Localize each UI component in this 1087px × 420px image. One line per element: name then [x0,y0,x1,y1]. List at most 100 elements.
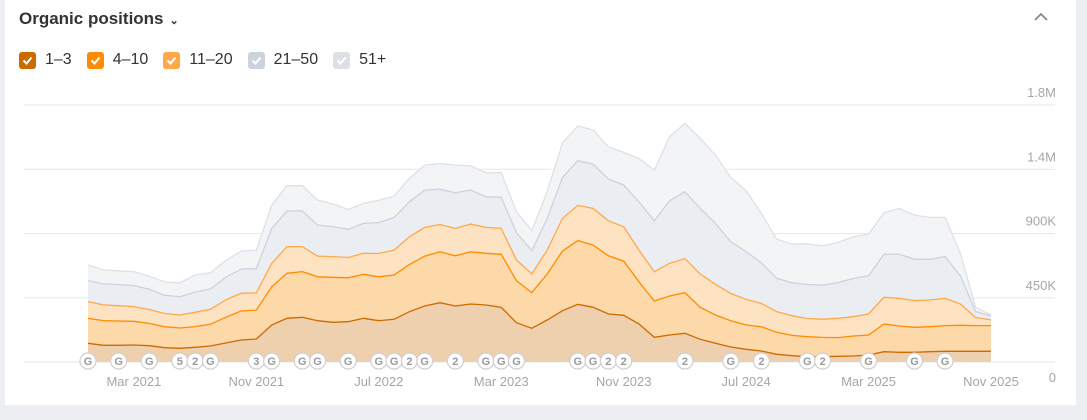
annotation-label: 2 [682,356,688,368]
annotation-label: G [84,356,93,368]
x-tick-label: Mar 2023 [474,374,529,389]
annotation-marker[interactable]: 2 [615,352,633,370]
annotation-label: G [420,356,429,368]
annotation-marker[interactable]: G [798,352,816,370]
y-tick-label: 900K [1026,214,1057,229]
legend-item-3[interactable]: 11–20 [163,51,233,69]
annotation-marker[interactable]: G [385,352,403,370]
annotation-marker[interactable]: G [584,352,602,370]
legend-item-2[interactable]: 4–10 [86,51,149,69]
x-tick-label: Nov 2021 [229,374,285,389]
annotation-marker[interactable]: 2 [814,352,832,370]
annotation-marker[interactable]: G [110,352,128,370]
line-series-5 [87,122,992,316]
legend-label: 4–10 [112,51,149,68]
legend-item-4[interactable]: 21–50 [247,51,319,69]
annotation-marker[interactable]: G [905,352,924,370]
legend-label: 1–3 [45,51,72,68]
annotation-label: G [482,356,491,368]
annotation-marker[interactable]: 2 [446,352,464,370]
annotation-label: G [298,356,307,368]
annotation-label: G [114,356,123,368]
line-series-2 [87,239,991,339]
y-tick-label: 0 [1049,370,1056,385]
checkbox-checked-icon[interactable] [247,51,265,69]
y-tick-label: 1.4M [1027,149,1056,164]
annotation-label: G [573,356,582,368]
chart-title: Organic positions [19,9,164,28]
annotation-label: G [512,356,521,368]
annotation-marker[interactable]: 5 [171,352,189,370]
collapse-button[interactable] [1030,6,1052,28]
annotation-marker[interactable]: 3 [247,352,265,370]
annotation-label: G [910,356,919,368]
annotation-label: G [206,356,215,368]
annotation-label: G [313,356,322,368]
annotation-label: G [803,356,812,368]
annotation-marker[interactable]: G [722,352,740,370]
annotation-label: 3 [253,356,259,368]
annotation-marker[interactable]: 2 [599,352,617,370]
checkbox-checked-icon[interactable] [163,51,181,69]
area-series-5 [88,123,991,316]
line-series-4 [87,159,992,317]
y-tick-label: 450K [1026,278,1057,293]
annotation-marker[interactable]: G [370,352,388,370]
chevron-up-icon [1034,12,1048,21]
annotation-marker[interactable]: G [936,352,954,370]
legend-item-5[interactable]: 51+ [333,51,386,69]
legend-label: 11–20 [189,51,233,68]
annotation-marker[interactable]: G [201,352,220,370]
annotation-marker[interactable]: G [339,352,357,370]
annotation-marker[interactable]: G [293,352,311,370]
annotation-label: G [390,356,399,368]
legend-label: 51+ [359,51,387,68]
annotation-marker[interactable]: G [477,352,495,370]
legend-item-1[interactable]: 1–3 [19,51,72,69]
checkbox-checked-icon[interactable] [333,51,351,69]
chart-title-dropdown[interactable]: Organic positions ⌄ [19,9,179,29]
area-series-4 [88,160,991,320]
annotation-marker[interactable]: G [79,352,97,370]
annotation-marker[interactable]: G [263,352,281,370]
x-tick-label: Mar 2025 [841,374,896,389]
legend-label: 21–50 [273,51,319,68]
annotation-marker[interactable]: G [569,352,587,370]
annotation-marker[interactable]: G [492,352,510,370]
x-tick-label: Jul 2022 [354,374,403,389]
annotation-marker[interactable]: G [859,352,878,370]
annotation-marker[interactable]: G [507,352,526,370]
annotation-marker[interactable]: 2 [186,352,204,370]
x-tick-label: Nov 2023 [596,374,652,389]
annotation-label: 2 [758,356,764,368]
line-series-3 [87,204,992,321]
area-series-1 [88,302,991,362]
annotation-label: 2 [192,356,198,368]
annotation-label: G [497,356,506,368]
annotation-marker[interactable]: G [308,352,327,370]
annotation-label: 2 [452,356,458,368]
annotation-label: 2 [621,356,627,368]
annotation-label: G [145,356,154,368]
annotation-label: 2 [820,356,826,368]
annotation-marker[interactable]: G [416,352,434,370]
area-series-2 [88,240,991,357]
legend: 1–3 4–10 11–20 21–50 51+ [19,51,386,69]
checkbox-checked-icon[interactable] [19,51,36,69]
checkbox-checked-icon[interactable] [86,51,104,69]
annotation-label: 2 [406,356,412,368]
annotation-label: G [864,356,873,368]
line-series-1 [87,302,991,358]
x-tick-label: Mar 2021 [106,374,161,389]
annotation-marker[interactable]: G [140,352,158,370]
annotation-label: G [375,356,384,368]
annotation-label: 5 [177,356,183,368]
annotation-marker[interactable]: 2 [752,352,771,370]
annotation-label: G [344,356,353,368]
chevron-down-icon: ⌄ [169,14,179,27]
annotation-label: G [267,356,276,368]
annotation-marker[interactable]: 2 [400,352,419,370]
annotation-label: 2 [605,356,611,368]
annotation-marker[interactable]: 2 [676,352,694,370]
